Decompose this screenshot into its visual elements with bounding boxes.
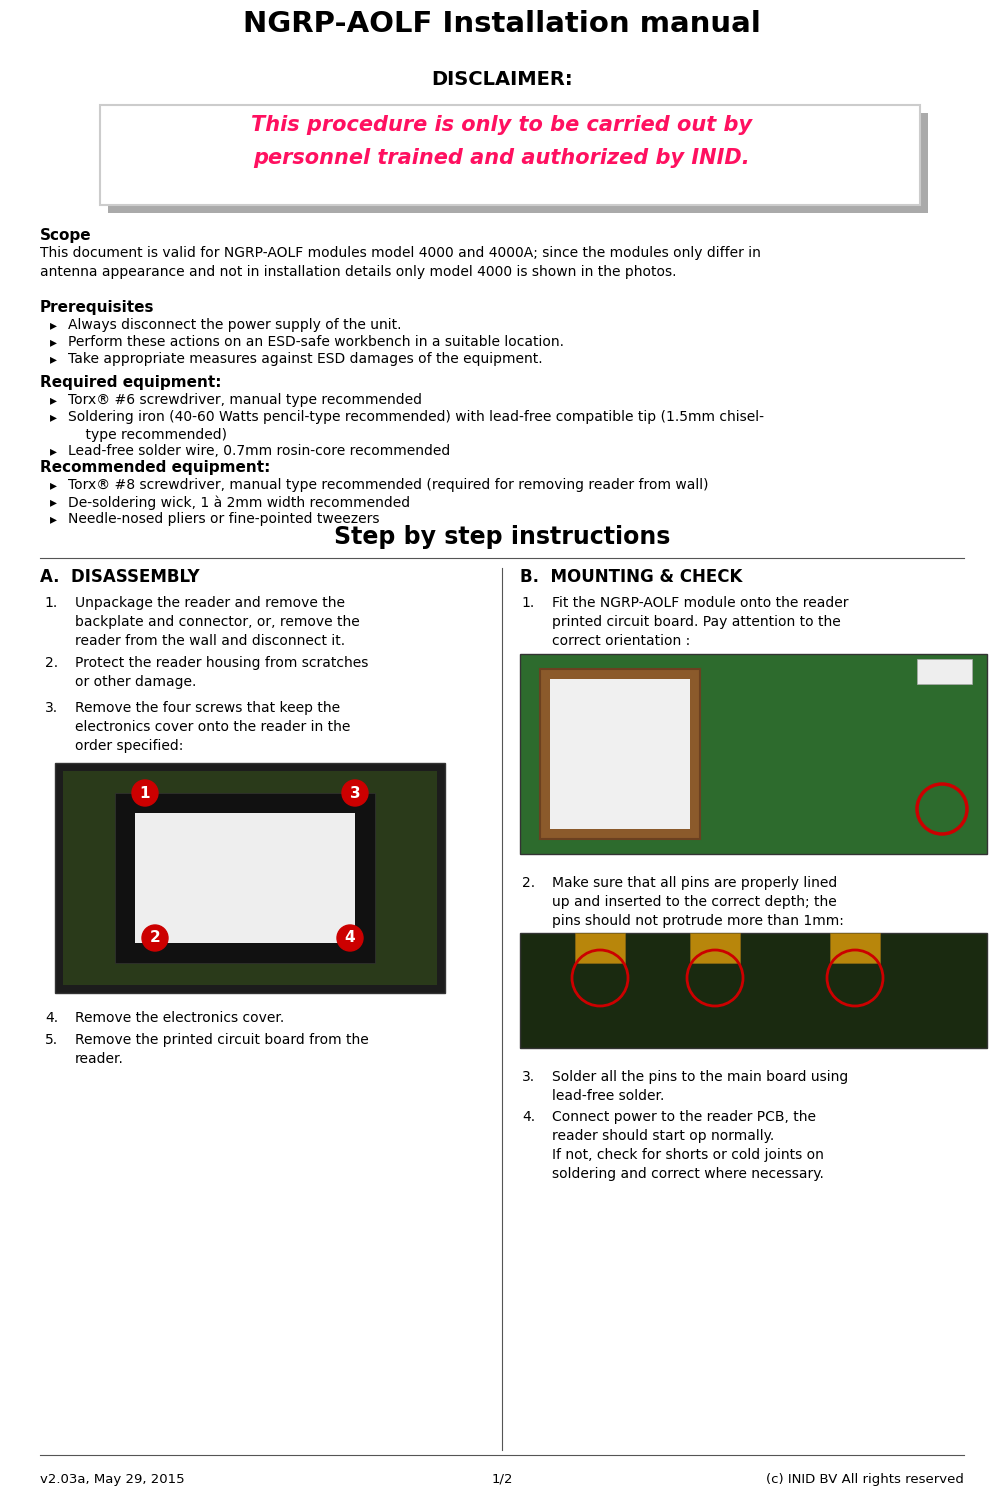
Text: Required equipment:: Required equipment: — [40, 376, 222, 389]
Bar — [550, 679, 689, 830]
Text: 5.: 5. — [45, 1033, 58, 1048]
Bar — [55, 764, 444, 993]
Text: Needle-nosed pliers or fine-pointed tweezers: Needle-nosed pliers or fine-pointed twee… — [68, 513, 379, 526]
Text: ▸: ▸ — [50, 335, 57, 349]
Bar — [520, 654, 986, 854]
Text: Perform these actions on an ESD-safe workbench in a suitable location.: Perform these actions on an ESD-safe wor… — [68, 335, 564, 349]
Bar — [115, 794, 375, 963]
Text: ▸: ▸ — [50, 494, 57, 510]
Text: Always disconnect the power supply of the unit.: Always disconnect the power supply of th… — [68, 319, 401, 332]
Text: personnel trained and authorized by INID.: personnel trained and authorized by INID… — [254, 147, 749, 168]
Circle shape — [337, 924, 363, 951]
Text: Make sure that all pins are properly lined
up and inserted to the correct depth;: Make sure that all pins are properly lin… — [552, 876, 844, 927]
Text: De-soldering wick, 1 à 2mm width recommended: De-soldering wick, 1 à 2mm width recomme… — [68, 494, 409, 510]
Text: Solder all the pins to the main board using
lead-free solder.: Solder all the pins to the main board us… — [552, 1070, 848, 1103]
Text: Torx® #8 screwdriver, manual type recommended (required for removing reader from: Torx® #8 screwdriver, manual type recomm… — [68, 478, 708, 491]
Text: 1: 1 — [139, 786, 150, 801]
Text: ▸: ▸ — [50, 443, 57, 458]
Text: DISCLAIMER:: DISCLAIMER: — [430, 71, 573, 89]
Text: Remove the printed circuit board from the
reader.: Remove the printed circuit board from th… — [75, 1033, 368, 1066]
Text: Torx® #6 screwdriver, manual type recommended: Torx® #6 screwdriver, manual type recomm… — [68, 392, 421, 407]
Text: ▸: ▸ — [50, 478, 57, 491]
Text: Scope: Scope — [40, 228, 91, 243]
Text: 1.: 1. — [522, 597, 535, 610]
Text: This document is valid for NGRP-AOLF modules model 4000 and 4000A; since the mod: This document is valid for NGRP-AOLF mod… — [40, 246, 760, 280]
Text: This procedure is only to be carried out by: This procedure is only to be carried out… — [251, 116, 752, 135]
Text: 2.: 2. — [45, 655, 58, 670]
Circle shape — [131, 780, 157, 806]
Bar — [520, 933, 986, 1048]
Text: Connect power to the reader PCB, the
reader should start op normally.
If not, ch: Connect power to the reader PCB, the rea… — [552, 1111, 823, 1181]
Bar — [829, 933, 879, 963]
Text: ▸: ▸ — [50, 392, 57, 407]
Text: Protect the reader housing from scratches
or other damage.: Protect the reader housing from scratche… — [75, 655, 368, 688]
Bar — [575, 933, 625, 963]
Text: 3: 3 — [349, 786, 360, 801]
Text: Remove the four screws that keep the
electronics cover onto the reader in the
or: Remove the four screws that keep the ele… — [75, 700, 350, 753]
Text: 4.: 4. — [522, 1111, 535, 1124]
Bar — [63, 771, 436, 984]
Text: v2.03a, May 29, 2015: v2.03a, May 29, 2015 — [40, 1473, 185, 1486]
Bar — [540, 669, 699, 839]
Text: Take appropriate measures against ESD damages of the equipment.: Take appropriate measures against ESD da… — [68, 352, 542, 367]
Text: 2: 2 — [149, 930, 160, 945]
Text: Prerequisites: Prerequisites — [40, 301, 154, 316]
Text: ▸: ▸ — [50, 352, 57, 367]
Text: 1.: 1. — [45, 597, 58, 610]
Text: Step by step instructions: Step by step instructions — [333, 525, 670, 549]
Bar — [689, 933, 739, 963]
Text: Lead-free solder wire, 0.7mm rosin-core recommended: Lead-free solder wire, 0.7mm rosin-core … — [68, 443, 449, 458]
Text: Recommended equipment:: Recommended equipment: — [40, 460, 270, 475]
Text: NGRP-AOLF Installation manual: NGRP-AOLF Installation manual — [243, 11, 760, 38]
Text: 1/2: 1/2 — [490, 1473, 513, 1486]
Circle shape — [141, 924, 168, 951]
Bar — [108, 113, 927, 213]
Text: ▸: ▸ — [50, 513, 57, 526]
Bar — [916, 658, 971, 684]
Text: 2.: 2. — [522, 876, 535, 890]
Text: Remove the electronics cover.: Remove the electronics cover. — [75, 1012, 284, 1025]
Text: Unpackage the reader and remove the
backplate and connector, or, remove the
read: Unpackage the reader and remove the back… — [75, 597, 359, 648]
Text: B.  MOUNTING & CHECK: B. MOUNTING & CHECK — [520, 568, 741, 586]
Text: Soldering iron (40-60 Watts pencil-type recommended) with lead-free compatible t: Soldering iron (40-60 Watts pencil-type … — [68, 410, 763, 442]
Text: (c) INID BV All rights reserved: (c) INID BV All rights reserved — [765, 1473, 963, 1486]
Text: 4.: 4. — [45, 1012, 58, 1025]
Circle shape — [342, 780, 368, 806]
Text: Fit the NGRP-AOLF module onto the reader
printed circuit board. Pay attention to: Fit the NGRP-AOLF module onto the reader… — [552, 597, 848, 648]
Text: ▸: ▸ — [50, 319, 57, 332]
Text: 3.: 3. — [522, 1070, 535, 1084]
Text: 4: 4 — [344, 930, 355, 945]
Text: ▸: ▸ — [50, 410, 57, 424]
Bar — [100, 105, 919, 204]
Text: 3.: 3. — [45, 700, 58, 715]
Text: A.  DISASSEMBLY: A. DISASSEMBLY — [40, 568, 200, 586]
Bar — [134, 813, 355, 942]
